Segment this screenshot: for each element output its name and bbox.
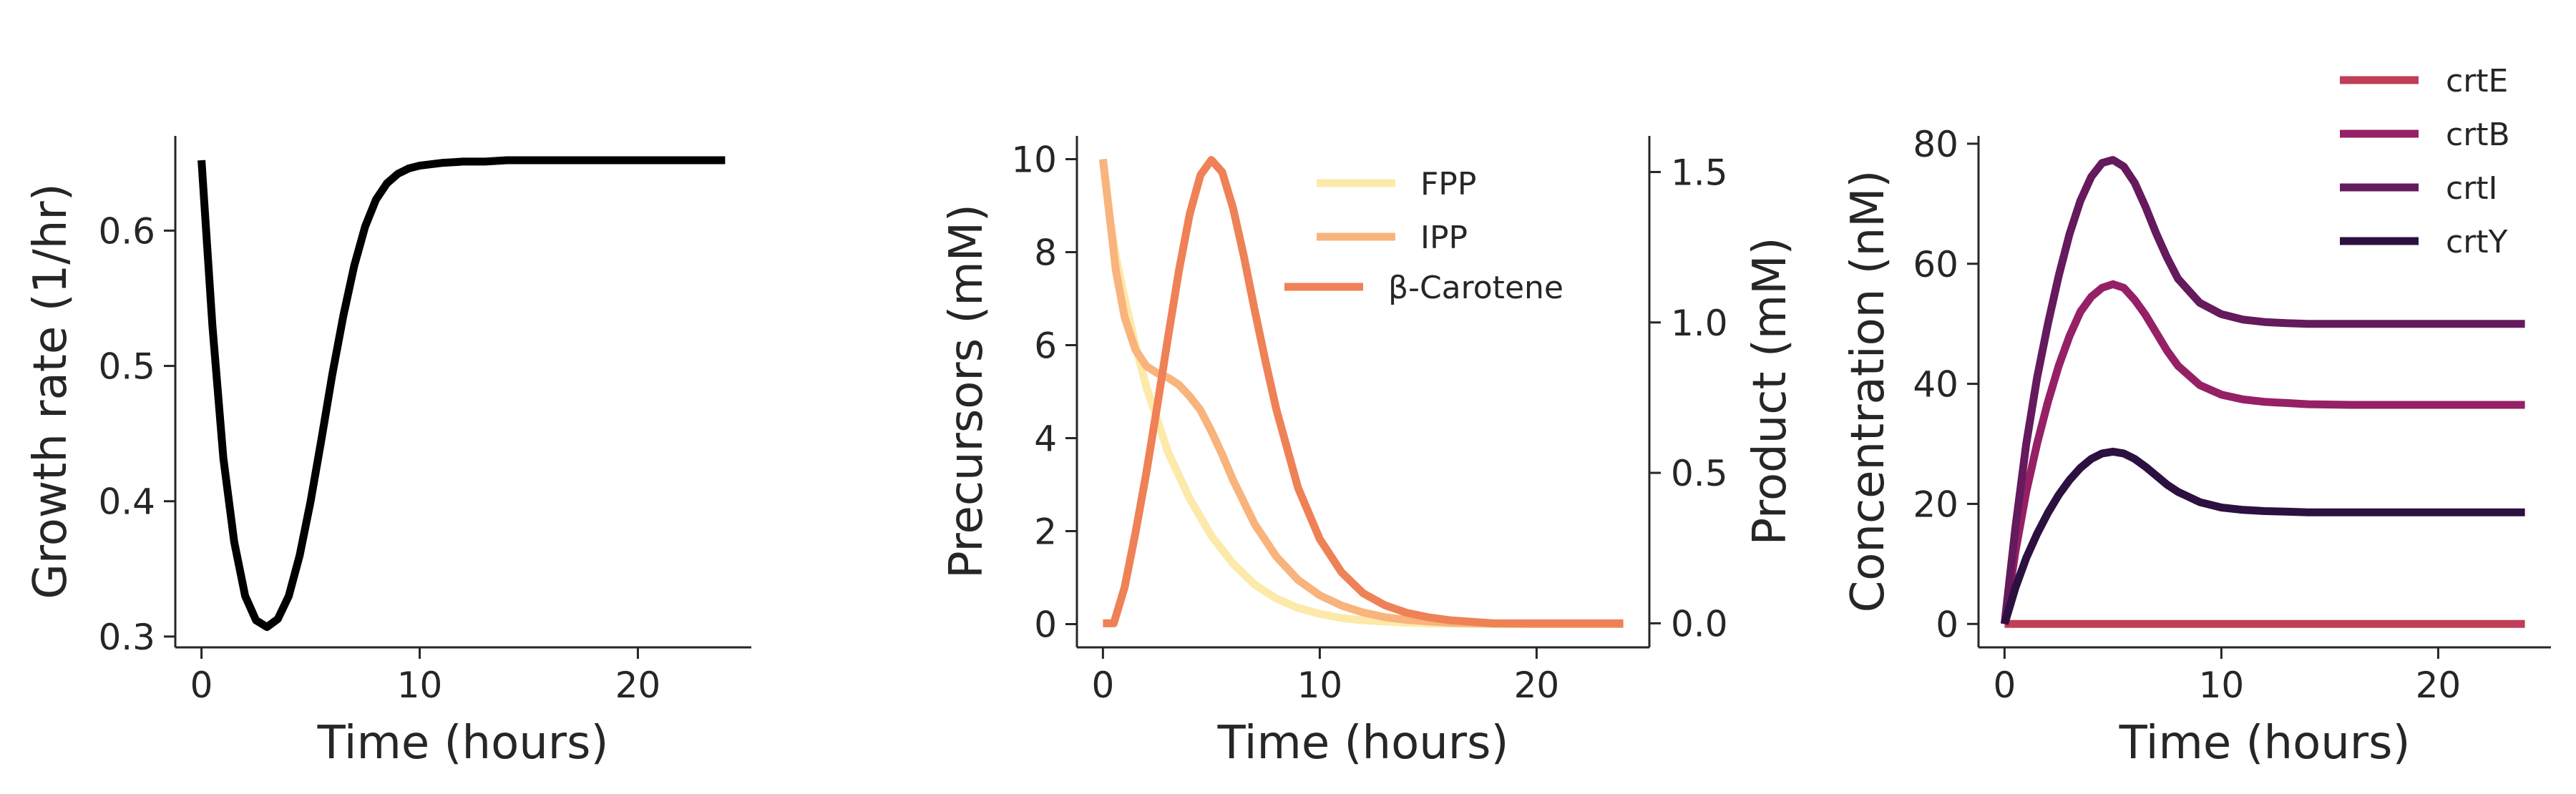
concentration-y-tick-label-20: 20 [1913,484,1958,525]
precursors-y-tick-label-6: 6 [1034,325,1057,367]
precursors-legend: FPP IPP β-Carotene [1284,166,1563,306]
legend-label-ipp: IPP [1420,220,1468,256]
legend-label-crti: crtI [2446,170,2498,207]
concentration-y-tick-label-60: 60 [1913,244,1958,285]
precursors-y-tick-label-0: 0 [1034,604,1057,646]
concentration-x-tick-label-10: 10 [2199,665,2245,706]
legend-label-crtb: crtB [2446,117,2510,153]
series-line-ipp [1098,158,1624,628]
growth-rate-x-tick-label-0: 0 [190,665,213,706]
concentration-y-tick-label-0: 0 [1936,604,1958,645]
growth-rate-y-tick-label-0.4: 0.4 [98,481,155,523]
growth-rate-panel: 0 10 20 0.3 0.4 0.5 0.6 Time (hours) Growth ra… [24,136,751,770]
series-line-carotene [1103,156,1624,627]
precursors-y-tick-label-8: 8 [1034,232,1057,274]
product-y-tick-label-1: 1.0 [1671,303,1728,344]
legend-label-fpp: FPP [1420,166,1476,202]
concentration-plot-area [2000,156,2525,628]
precursors-x-tick-label-20: 20 [1514,665,1560,706]
concentration-ticks: 0 10 20 0 20 40 60 80 [1913,124,2461,706]
concentration-legend: crtE crtB crtI crtY [2340,63,2510,260]
legend-label-crty: crtY [2446,224,2508,260]
precursors-x-tick-label-10: 10 [1297,665,1343,706]
product-y-axis-label: Product (mM) [1744,237,1797,546]
series-line-crtb [2000,280,2525,625]
legend-label-crte: crtE [2446,63,2508,99]
growth-rate-x-axis-label: Time (hours) [317,717,609,770]
precursors-product-panel: 0 10 20 0 2 4 6 8 10 0.0 0.5 1.0 1.5 Time (hours) Pr… [940,136,1797,770]
series-line-crty [2001,447,2525,625]
growth-rate-ticks: 0 10 20 0.3 0.4 0.5 0.6 [98,210,660,706]
precursors-x-tick-label-0: 0 [1091,665,1114,706]
product-y-tick-label-1.5: 1.5 [1671,152,1728,193]
legend-label-beta-carotene: β-Carotene [1388,270,1563,306]
growth-rate-x-tick-label-20: 20 [615,665,661,706]
concentration-x-tick-label-0: 0 [1993,665,2016,706]
precursors-x-axis-label: Time (hours) [1217,717,1509,770]
growth-rate-y-tick-label-0.3: 0.3 [98,617,155,658]
product-y-tick-label-0: 0.0 [1671,603,1728,644]
series-line-growth-rate-0 [197,156,726,632]
precursors-y-tick-label-2: 2 [1034,511,1057,553]
precursors-y-tick-label-10: 10 [1011,139,1057,181]
concentration-y-tick-label-80: 80 [1913,124,1958,165]
precursors-plot-area [1098,156,1624,628]
precursors-y-axis-label: Precursors (mM) [940,204,993,579]
precursors-y-tick-label-4: 4 [1034,418,1057,460]
concentration-x-axis-label: Time (hours) [2119,717,2411,770]
concentration-y-tick-label-40: 40 [1913,364,1958,406]
product-y-tick-label-0.5: 0.5 [1671,453,1728,494]
growth-rate-y-tick-label-0.6: 0.6 [98,210,155,252]
concentration-y-axis-label: Concentration (nM) [1842,170,1895,613]
series-line-crti [2000,156,2525,624]
growth-rate-y-axis-label: Growth rate (1/hr) [24,183,77,599]
concentration-x-tick-label-20: 20 [2416,665,2462,706]
growth-rate-y-tick-label-0.5: 0.5 [98,346,155,388]
growth-rate-x-tick-label-10: 10 [397,665,443,706]
precursors-ticks: 0 10 20 0 2 4 6 8 10 0.0 0.5 1.0 1.5 [1011,139,1727,707]
concentration-panel: 0 10 20 0 20 40 60 80 Time (hours) Concentratio… [1842,63,2551,770]
growth-rate-plot-area [197,156,726,632]
